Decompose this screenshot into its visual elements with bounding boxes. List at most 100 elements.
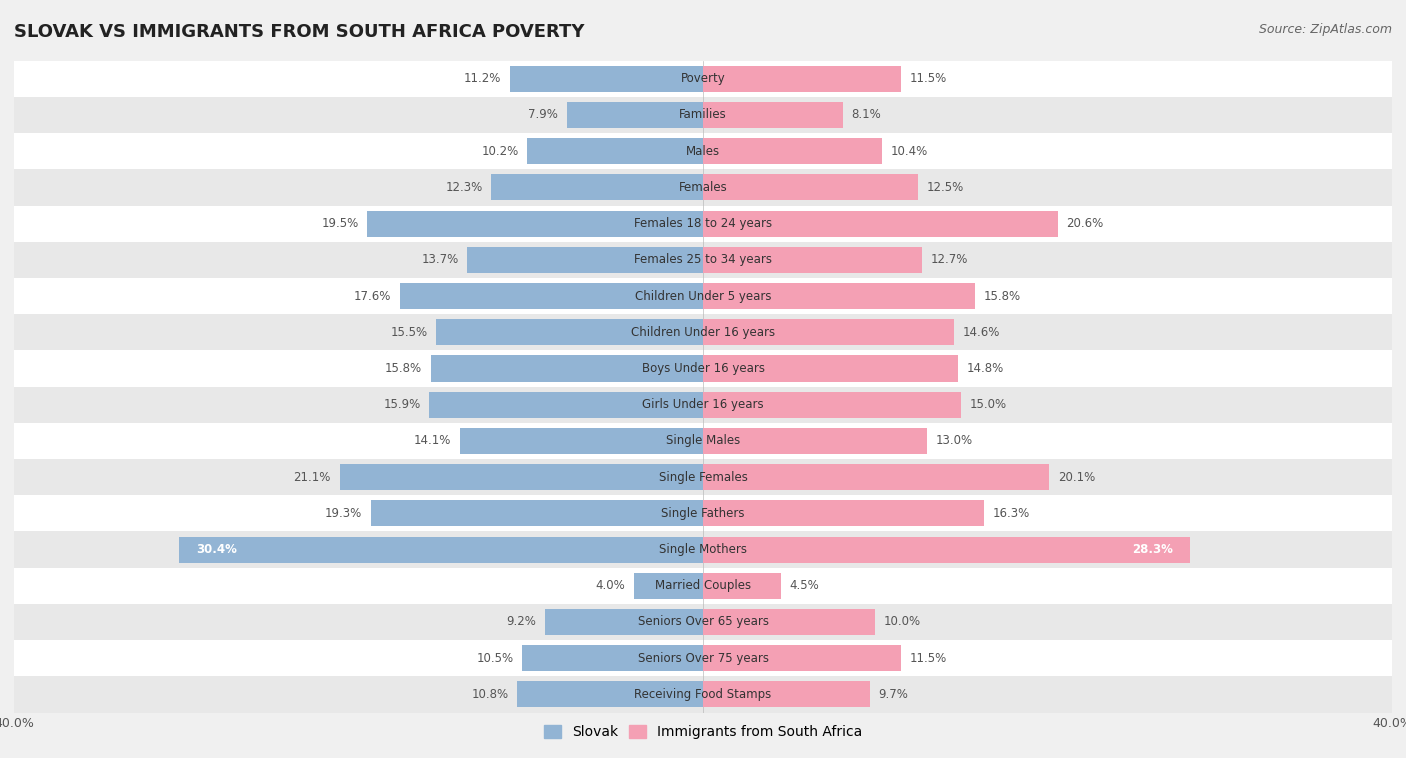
Bar: [14, 169, 1392, 205]
Text: 20.1%: 20.1%: [1057, 471, 1095, 484]
Text: 14.8%: 14.8%: [966, 362, 1004, 375]
Bar: [14, 676, 1392, 713]
Bar: [703, 464, 1049, 490]
Text: Poverty: Poverty: [681, 72, 725, 85]
Text: 15.9%: 15.9%: [384, 398, 420, 411]
Bar: [340, 464, 703, 490]
Text: 10.5%: 10.5%: [477, 652, 513, 665]
Bar: [14, 495, 1392, 531]
Text: Families: Families: [679, 108, 727, 121]
Text: Females: Females: [679, 181, 727, 194]
Text: 11.5%: 11.5%: [910, 652, 946, 665]
Text: 12.3%: 12.3%: [446, 181, 482, 194]
Bar: [510, 66, 703, 92]
Bar: [703, 356, 957, 381]
Bar: [703, 138, 882, 164]
Bar: [703, 211, 1057, 236]
Text: 15.0%: 15.0%: [970, 398, 1007, 411]
Text: 16.3%: 16.3%: [993, 507, 1029, 520]
Text: 7.9%: 7.9%: [529, 108, 558, 121]
Text: Married Couples: Married Couples: [655, 579, 751, 592]
Text: 19.3%: 19.3%: [325, 507, 361, 520]
Bar: [527, 138, 703, 164]
Bar: [703, 681, 870, 707]
Bar: [367, 211, 703, 236]
Text: 15.8%: 15.8%: [385, 362, 422, 375]
Bar: [14, 604, 1392, 640]
Text: Females 18 to 24 years: Females 18 to 24 years: [634, 217, 772, 230]
Bar: [14, 133, 1392, 169]
Bar: [544, 609, 703, 635]
Bar: [371, 500, 703, 526]
Text: 9.2%: 9.2%: [506, 615, 536, 628]
Bar: [567, 102, 703, 128]
Text: 10.4%: 10.4%: [891, 145, 928, 158]
Bar: [14, 242, 1392, 278]
Bar: [14, 278, 1392, 314]
Text: Males: Males: [686, 145, 720, 158]
Text: 10.0%: 10.0%: [884, 615, 921, 628]
Bar: [703, 319, 955, 346]
Text: 12.7%: 12.7%: [931, 253, 967, 266]
Text: 17.6%: 17.6%: [354, 290, 391, 302]
Text: SLOVAK VS IMMIGRANTS FROM SOUTH AFRICA POVERTY: SLOVAK VS IMMIGRANTS FROM SOUTH AFRICA P…: [14, 23, 585, 41]
Text: 11.2%: 11.2%: [464, 72, 502, 85]
Text: 4.5%: 4.5%: [789, 579, 818, 592]
Bar: [467, 247, 703, 273]
Text: Single Females: Single Females: [658, 471, 748, 484]
Text: 13.7%: 13.7%: [422, 253, 458, 266]
Bar: [14, 640, 1392, 676]
Text: 10.2%: 10.2%: [481, 145, 519, 158]
Bar: [460, 428, 703, 454]
Bar: [703, 247, 922, 273]
Bar: [180, 537, 703, 562]
Bar: [491, 174, 703, 200]
Text: Source: ZipAtlas.com: Source: ZipAtlas.com: [1258, 23, 1392, 36]
Bar: [703, 392, 962, 418]
Bar: [703, 102, 842, 128]
Text: 19.5%: 19.5%: [322, 217, 359, 230]
Bar: [399, 283, 703, 309]
Bar: [14, 531, 1392, 568]
Text: 8.1%: 8.1%: [851, 108, 882, 121]
Text: 14.1%: 14.1%: [415, 434, 451, 447]
Bar: [703, 645, 901, 672]
Bar: [522, 645, 703, 672]
Bar: [703, 573, 780, 599]
Bar: [14, 314, 1392, 350]
Bar: [703, 428, 927, 454]
Text: Boys Under 16 years: Boys Under 16 years: [641, 362, 765, 375]
Text: 12.5%: 12.5%: [927, 181, 965, 194]
Text: 4.0%: 4.0%: [596, 579, 626, 592]
Bar: [436, 319, 703, 346]
Bar: [14, 568, 1392, 604]
Bar: [14, 97, 1392, 133]
Text: 14.6%: 14.6%: [963, 326, 1001, 339]
Text: 21.1%: 21.1%: [294, 471, 330, 484]
Text: 15.8%: 15.8%: [984, 290, 1021, 302]
Text: 9.7%: 9.7%: [879, 688, 908, 701]
Bar: [14, 61, 1392, 97]
Text: 10.8%: 10.8%: [471, 688, 509, 701]
Bar: [703, 66, 901, 92]
Text: Children Under 16 years: Children Under 16 years: [631, 326, 775, 339]
Text: Seniors Over 65 years: Seniors Over 65 years: [637, 615, 769, 628]
Text: 28.3%: 28.3%: [1132, 543, 1173, 556]
Text: Single Fathers: Single Fathers: [661, 507, 745, 520]
Text: 30.4%: 30.4%: [197, 543, 238, 556]
Text: 20.6%: 20.6%: [1066, 217, 1104, 230]
Text: Seniors Over 75 years: Seniors Over 75 years: [637, 652, 769, 665]
Bar: [703, 537, 1191, 562]
Text: Children Under 5 years: Children Under 5 years: [634, 290, 772, 302]
Bar: [14, 459, 1392, 495]
Bar: [634, 573, 703, 599]
Bar: [14, 387, 1392, 423]
Text: Single Males: Single Males: [666, 434, 740, 447]
Bar: [703, 283, 976, 309]
Legend: Slovak, Immigrants from South Africa: Slovak, Immigrants from South Africa: [538, 719, 868, 744]
Text: 15.5%: 15.5%: [391, 326, 427, 339]
Bar: [429, 392, 703, 418]
Bar: [14, 205, 1392, 242]
Bar: [14, 350, 1392, 387]
Bar: [703, 174, 918, 200]
